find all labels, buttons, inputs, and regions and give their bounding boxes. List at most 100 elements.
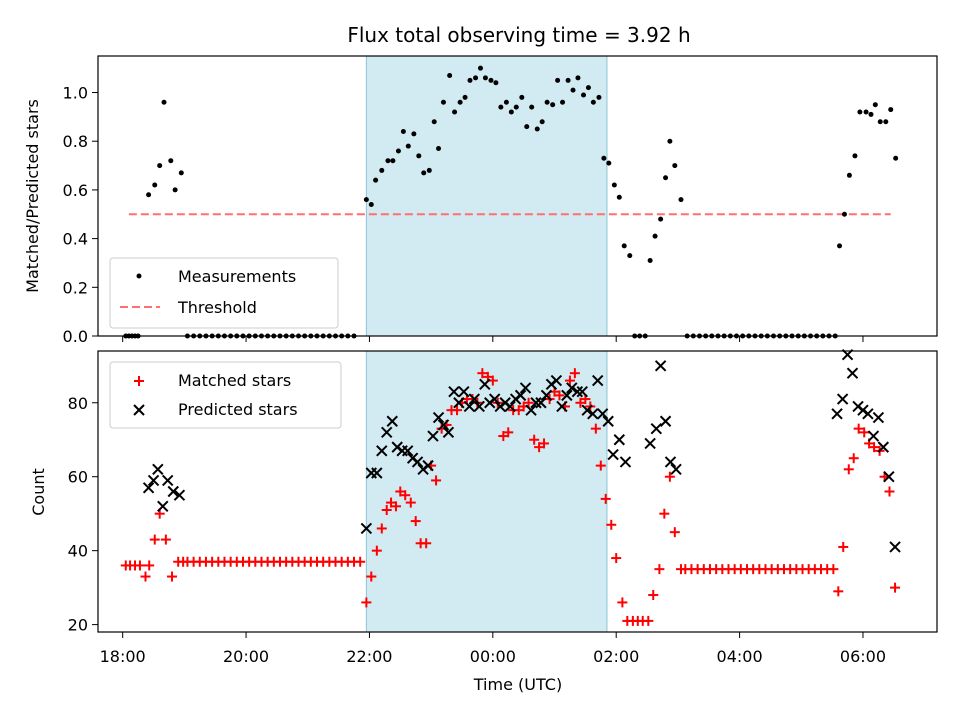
bottom-legend-box [109, 361, 342, 429]
matched-star-point [523, 397, 534, 408]
bottom-x-tick-label: 00:00 [470, 647, 516, 666]
measurement-point [647, 258, 653, 264]
matched-star-point [421, 538, 432, 549]
predicted-star-point [473, 400, 485, 413]
matched-star-point [611, 553, 622, 564]
matched-star-point [361, 597, 372, 608]
predicted-star-point [650, 422, 663, 435]
measurement-point [872, 102, 878, 108]
measurement-point [524, 124, 530, 130]
matched-star-point [554, 390, 565, 401]
measurement-point [539, 119, 545, 125]
measurement-point [467, 77, 473, 83]
predicted-star-point [535, 397, 547, 409]
chart-title: Flux total observing time = 3.92 h [347, 23, 690, 47]
predicted-star-point [453, 397, 465, 409]
predicted-star-point [504, 400, 516, 413]
matched-star-point [600, 493, 611, 504]
measurement-point [652, 233, 658, 239]
measurement-point [447, 72, 453, 78]
measurement-point [555, 77, 561, 83]
measurement-point [601, 155, 607, 161]
predicted-star-point [654, 360, 667, 372]
predicted-star-point [571, 385, 584, 398]
measurement-point [488, 77, 494, 83]
bottom-panel: 20 40 60 80 18:00 20:00 22:00 00:00 02:00 04:00 06… [29, 348, 938, 694]
matched-star-point [838, 541, 849, 552]
measurement-point [373, 177, 379, 183]
matched-star-point [833, 586, 844, 597]
measurement-point [590, 99, 596, 105]
predicted-star-point [442, 426, 455, 439]
matched-star-point [617, 597, 628, 608]
measurement-point [611, 182, 617, 188]
matched-star-point [149, 534, 160, 545]
measurement-point [395, 148, 401, 154]
measurement-point [621, 243, 627, 249]
predicted-star-point [360, 522, 373, 535]
top-y-axis-label: Matched/Predicted stars [23, 99, 42, 293]
measurement-point [440, 99, 446, 105]
measurement-point [852, 153, 858, 159]
matched-star-point [167, 571, 178, 582]
top-y-tick-label: 1.0 [63, 84, 88, 103]
measurement-point [544, 99, 550, 105]
predicted-star-point [157, 500, 169, 512]
measurement-point [477, 65, 483, 71]
measurement-point [152, 182, 158, 188]
predicted-star-point [386, 415, 398, 427]
matched-star-point [371, 545, 382, 556]
measurement-point [672, 163, 678, 169]
predicted-star-point [167, 485, 179, 498]
predicted-star-point [411, 456, 424, 468]
matched-star-point [859, 427, 870, 438]
matched-star-point [410, 516, 421, 527]
measurement-point [846, 172, 852, 178]
measurement-point [146, 192, 152, 198]
top-y-tick-label: 0.6 [63, 181, 88, 200]
matched-star-point [405, 497, 416, 508]
matched-star-point [400, 490, 411, 501]
predicted-star-point [867, 430, 880, 442]
matched-star-point [828, 564, 839, 575]
matched-star-point [869, 442, 880, 453]
bottom-x-axis-label: Time (UTC) [473, 675, 562, 694]
measurement-point [363, 197, 369, 203]
predicted-star-point [581, 404, 593, 416]
measurement-point [411, 131, 417, 137]
measurement-point [575, 75, 581, 81]
measurement-point [426, 167, 432, 173]
measurement-point [457, 99, 463, 105]
matched-star-point [539, 438, 550, 449]
bottom-x-tick-label: 06:00 [840, 647, 886, 666]
measurement-point [473, 75, 479, 81]
predicted-star-point [525, 404, 537, 416]
measurement-point [493, 80, 499, 86]
top-axes-frame [97, 55, 938, 337]
legend-threshold-label: Threshold [177, 298, 257, 317]
bottom-x-tick-label: 18:00 [100, 647, 146, 666]
matched-star-point [669, 527, 680, 538]
predicted-star-point [540, 389, 553, 402]
matched-star-point [648, 590, 659, 601]
measurement-point [390, 158, 396, 164]
predicted-star-point [883, 471, 895, 483]
measurement-point [837, 243, 843, 249]
measurement-point [616, 194, 622, 200]
predicted-star-point [468, 393, 481, 405]
matched-star-point [503, 427, 514, 438]
bottom-y-tick-label: 60 [68, 468, 88, 487]
matched-star-point [160, 534, 171, 545]
measurement-point [585, 85, 591, 91]
measurement-point [893, 155, 899, 161]
legend-matched-label: Matched stars [178, 371, 291, 390]
measurement-point [678, 197, 684, 203]
measurement-point [560, 99, 566, 105]
predicted-star-point [670, 463, 682, 476]
predicted-star-point [566, 382, 578, 394]
predicted-star-point [831, 408, 843, 420]
bottom-y-tick-label: 40 [68, 542, 88, 561]
measurement-point [534, 126, 540, 132]
predicted-star-point [488, 393, 501, 405]
